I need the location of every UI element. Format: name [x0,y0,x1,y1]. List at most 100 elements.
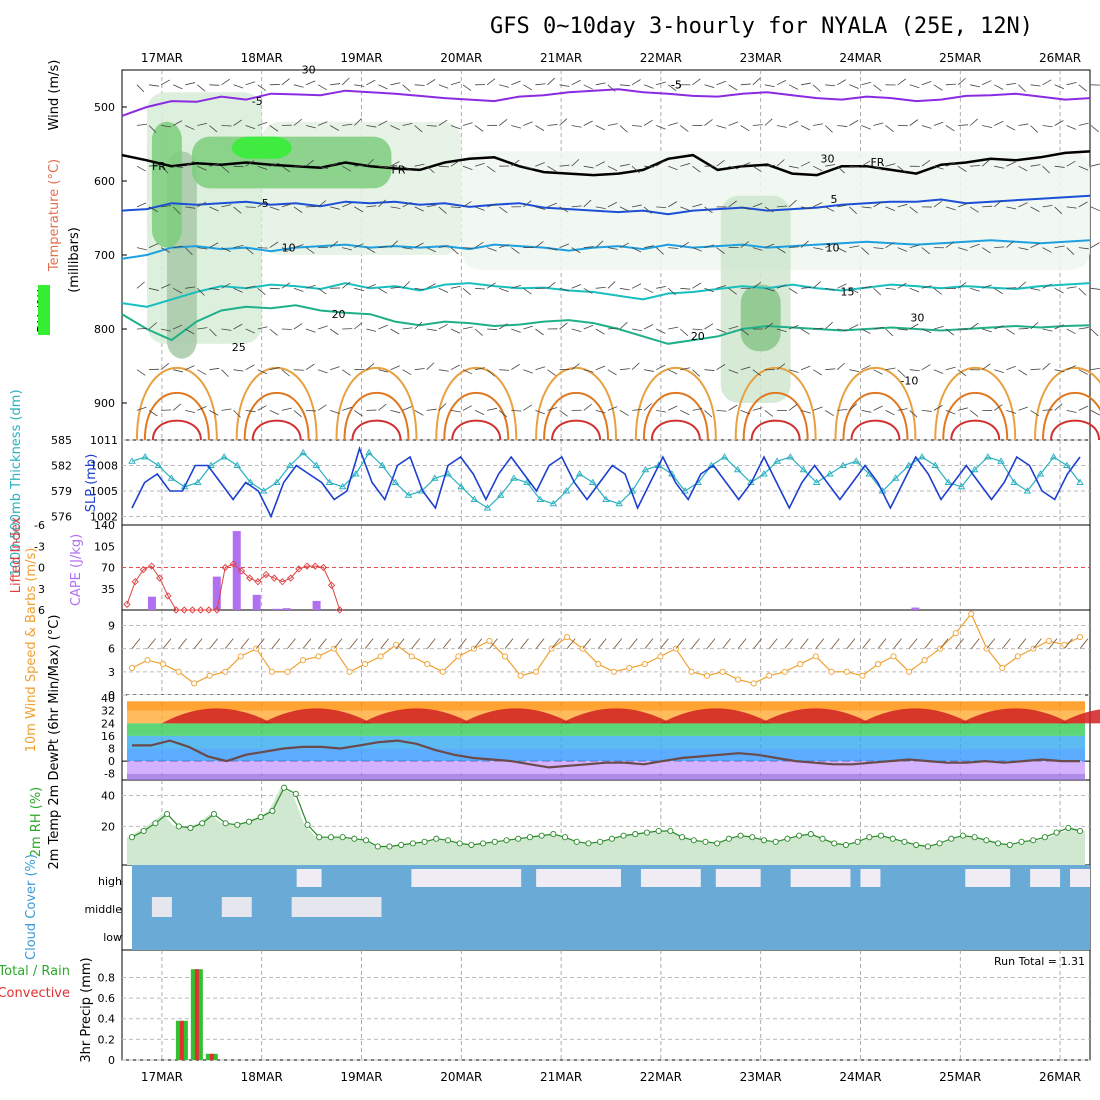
wind-speed-line-point [128,664,136,672]
upper-wind-barb [245,328,255,334]
upper-wind-barb [233,165,244,168]
upper-wind-barb [607,202,617,208]
isotherm-label: 30 [910,312,924,325]
upper-wind-barb [161,125,172,128]
upper-wind-barb [728,121,739,126]
rh-line-point [608,835,615,842]
upper-wind-barb [1066,247,1075,255]
upper-wind-barb [233,287,243,293]
rh-line-point [632,831,639,838]
rh-line-point [877,832,885,839]
wind10m-barb [924,638,933,649]
ylabel-slp: SLP (mb) [84,454,99,513]
upper-wind-barb [523,84,533,91]
upper-wind-barb [402,201,412,208]
thickness-line-point [1010,478,1018,485]
upper-wind-barb [305,125,316,129]
precip-tick: 0 [108,1054,115,1067]
upper-wind-barb [680,287,691,290]
upper-wind-barb [1042,328,1053,332]
cloud-high-gap [965,869,1011,887]
rh-line-point [491,838,498,845]
wind-speed-line-point [1045,637,1052,644]
date-label-bottom: 20MAR [440,1070,482,1084]
upper-wind-barb [1006,410,1017,414]
upper-wind-barb [474,206,485,211]
upper-wind-barb [1030,243,1040,248]
upper-wind-barb [945,162,956,167]
rh-line-point [363,837,370,844]
upper-wind-barb [776,328,787,333]
upper-wind-barb [595,328,605,335]
upper-wind-barb [873,247,884,250]
wind10m-barb [877,638,887,649]
upper-wind-barb [535,162,545,167]
upper-wind-barb [801,82,812,86]
slp-tick: 1005 [90,485,118,498]
wind-speed-line-point [346,668,353,675]
upper-wind-barb [764,118,773,126]
wind10m-barb [753,638,762,649]
li-point [229,560,238,568]
wind-speed-line-point [315,653,322,660]
upper-wind-barb [1054,206,1063,215]
upper-wind-barb [632,125,643,127]
date-label-top: 20MAR [440,51,482,65]
upper-wind-barb [172,403,182,411]
upper-wind-barb [1030,322,1039,330]
rh-line-point [573,838,580,845]
upper-wind-barb [607,406,618,411]
upper-wind-barb [680,163,691,167]
cloud-level-label: low [103,931,122,944]
panel-frame-slp [121,439,1091,526]
upper-wind-barb [921,364,931,371]
li-point [303,562,311,570]
upper-wind-barb [487,247,497,252]
upper-wind-barb [728,325,739,330]
upper-wind-barb [788,404,798,411]
upper-wind-barb [716,247,725,254]
upper-wind-barb [426,283,436,289]
upper-wind-barb [402,327,413,330]
wind-speed-line-point [641,661,648,668]
wind-speed-line-point [439,668,446,675]
thickness-line-point [141,453,149,460]
upper-wind-barb [547,281,556,289]
thickness-line-point [207,461,215,468]
upper-wind-barb [523,404,532,411]
rh-line-point [784,835,791,842]
thickness-line-point [510,474,518,481]
rh-line-point [796,832,803,839]
upper-wind-barb [366,363,375,371]
wind-speed-line-point [906,668,913,675]
wind-speed-line-point [160,661,167,668]
date-label-bottom: 23MAR [740,1070,782,1084]
upper-wind-barb [885,206,896,212]
upper-wind-barb [269,162,280,167]
wind-speed-line-point [299,657,306,664]
upper-wind-barb [160,247,171,253]
cape-tick: 140 [94,519,115,532]
wind-speed-line-point [921,657,928,664]
wind-speed-line-point [874,661,882,668]
upper-wind-barb [1090,287,1100,290]
thickness-line-point [1036,470,1045,477]
upper-wind-barb [994,325,1004,330]
upper-wind-barb [317,200,327,208]
upper-wind-barb [535,410,545,415]
rh-line-point [550,831,557,838]
upper-wind-barb [825,242,835,248]
upper-wind-barb [619,163,630,167]
thickness-line-point [470,495,479,502]
wind10m-barb [426,638,436,649]
thickness-line-point [128,457,136,464]
wind10m-barb [955,638,965,649]
thickness-line-point [378,461,386,468]
upper-wind-barb [498,119,508,126]
rh-line-point [924,843,931,850]
wind-tick: 3 [108,666,115,679]
wind10m-barb [520,638,529,649]
upper-wind-barb [704,84,715,88]
wind10m-barb [722,638,731,649]
wind-tick: 0 [108,689,115,702]
